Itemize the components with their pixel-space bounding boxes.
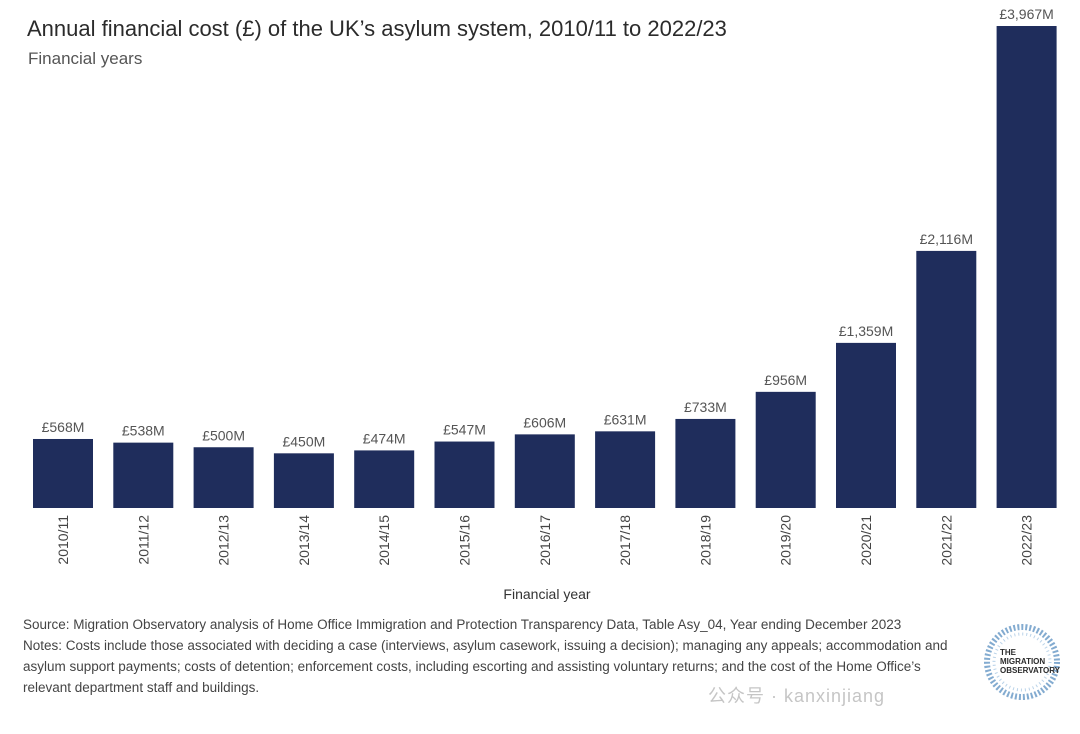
x-tick-label: 2010/11 [55,515,71,565]
data-label: £3,967M [999,6,1053,22]
bar-chart: £568M 2010/11 £538M 2011/12 £500M 2012/13 £450… [33,6,1057,602]
x-tick-label: 2022/23 [1019,515,1035,566]
data-label: £500M [202,427,245,443]
logo-ring-icon [984,624,1060,700]
data-label: £568M [42,419,85,435]
bar [836,342,896,508]
chart-subtitle: Financial years [28,49,143,68]
bar [33,438,93,508]
notes-text: Notes: Costs include those associated wi… [23,638,948,695]
source-note: Source: Migration Observatory analysis o… [23,617,902,632]
bar [755,391,816,508]
x-tick-label: 2016/17 [537,515,553,566]
data-label: £538M [122,423,165,439]
chart-title: Annual financial cost (£) of the UK’s as… [27,16,727,41]
bar [996,26,1057,509]
bar [434,441,495,508]
x-axis-label: Financial year [503,586,590,602]
bar [273,453,334,508]
x-tick-label: 2019/20 [778,515,794,566]
x-tick-label: 2014/15 [376,515,392,566]
bar [595,431,656,508]
data-label: £733M [684,399,727,415]
data-label: £2,116M [920,231,973,247]
data-label: £606M [523,414,566,430]
logo-wordmark: THE MIGRATION OBSERVATORY [1000,648,1061,675]
data-label: £631M [604,411,647,427]
data-label: £547M [443,422,486,438]
x-tick-label: 2017/18 [617,515,633,566]
data-label: £474M [363,430,406,446]
chart-footer: Source: Migration Observatory analysis o… [23,614,953,698]
bar [675,418,736,508]
bar [193,447,254,508]
bar [354,450,415,508]
data-label: £450M [282,433,325,449]
bar [514,434,575,508]
x-tick-label: 2021/22 [938,515,954,566]
x-tick-label: 2020/21 [858,515,874,566]
x-tick-label: 2018/19 [697,515,713,566]
x-tick-label: 2013/14 [296,515,312,566]
x-tick-label: 2015/16 [457,515,473,566]
bar [113,442,174,508]
migration-observatory-logo: THE MIGRATION OBSERVATORY [982,622,1062,702]
x-tick-label: 2011/12 [135,515,151,565]
watermark: 公众号 · kanxinjiang [708,686,886,706]
x-tick-label: 2012/13 [216,515,232,566]
data-label: £956M [764,372,807,388]
bar [916,250,977,508]
data-label: £1,359M [839,323,893,339]
